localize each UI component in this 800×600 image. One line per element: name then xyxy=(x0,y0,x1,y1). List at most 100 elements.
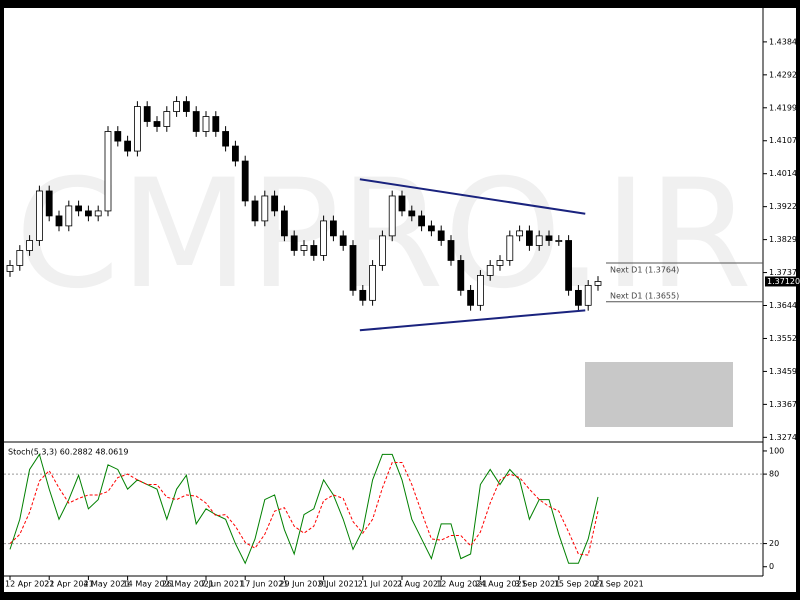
y-tick-label: 1.36445 xyxy=(769,301,800,310)
candle-body xyxy=(516,230,523,237)
y-tick-label: 1.34595 xyxy=(769,367,800,376)
level-label: Next D1 (1.3655) xyxy=(610,291,679,300)
x-tick-label: 22 Apr 2021 xyxy=(44,580,93,589)
candle-body xyxy=(222,131,230,147)
stoch-line xyxy=(9,462,599,556)
candle-body xyxy=(349,245,357,291)
trendline xyxy=(359,178,586,215)
candle-body xyxy=(16,250,24,266)
x-tick-label: 12 Apr 2021 xyxy=(5,580,54,589)
candle-body xyxy=(339,235,347,246)
candle-body xyxy=(427,225,435,232)
candle-body xyxy=(584,284,592,306)
x-tick-label: 4 May 2021 xyxy=(83,580,130,589)
candle-body xyxy=(535,235,543,246)
candle-body xyxy=(320,220,328,256)
y-tick-label: 1.33670 xyxy=(769,400,800,409)
candle-body xyxy=(133,106,141,152)
stoch-line xyxy=(9,453,599,565)
candle-body xyxy=(75,205,82,212)
x-tick-label: 7 Jun 2021 xyxy=(201,580,244,589)
x-tick-label: 3 Sep 2021 xyxy=(515,580,561,589)
candle-body xyxy=(565,240,572,291)
candle-body xyxy=(55,215,63,227)
candle-body xyxy=(437,230,445,241)
y-tick-label: 1.35520 xyxy=(769,334,800,343)
x-tick-label: 9 Jul 2021 xyxy=(319,580,359,589)
y-tick-label: 1.41070 xyxy=(769,136,800,145)
x-tick-label: 21 Jul 2021 xyxy=(358,580,403,589)
candle-body xyxy=(467,289,475,306)
y-tick-label: 20 xyxy=(769,539,779,548)
y-tick-label: 0 xyxy=(769,562,774,571)
candle-body xyxy=(26,240,34,251)
x-tick-label: 14 May 2021 xyxy=(123,580,175,589)
candle-body xyxy=(114,131,122,142)
candle-body xyxy=(143,106,151,122)
candle-body xyxy=(398,195,406,212)
candle-body xyxy=(388,195,396,237)
candle-body xyxy=(65,205,73,227)
candle-body xyxy=(300,245,308,251)
candle-body xyxy=(261,195,269,222)
y-tick-label: 80 xyxy=(769,470,779,479)
candle-body xyxy=(408,210,416,217)
candle-body xyxy=(124,140,131,152)
indicator-title: Stoch(5,3,3) 60.2882 48.0619 xyxy=(8,448,128,457)
level-label: Next D1 (1.3764) xyxy=(610,265,679,274)
candle-body xyxy=(173,101,181,112)
candle-body xyxy=(575,289,582,306)
candle-body xyxy=(192,111,200,132)
candle-body xyxy=(212,116,220,132)
candle-body xyxy=(457,260,465,291)
candle-body xyxy=(163,111,171,127)
candle-body xyxy=(104,131,112,212)
y-tick-label: 1.39220 xyxy=(769,202,800,211)
x-tick-label: 29 Jun 2021 xyxy=(279,580,327,589)
x-tick-label: 27 Sep 2021 xyxy=(593,580,644,589)
last-price-label: 1.37120 xyxy=(767,277,800,286)
candle-body xyxy=(555,240,563,242)
background xyxy=(4,8,796,592)
y-tick-label: 1.41995 xyxy=(769,103,800,112)
y-tick-label: 1.38295 xyxy=(769,235,800,244)
candle-body xyxy=(526,230,533,246)
candle-body xyxy=(418,215,426,227)
watermark: CMPRO.IR xyxy=(15,148,752,322)
candle-body xyxy=(594,281,602,286)
y-tick-label: 100 xyxy=(769,446,784,455)
candle-body xyxy=(45,190,53,217)
x-tick-label: 24 Aug 2021 xyxy=(475,580,526,589)
candle-body xyxy=(447,240,455,261)
shaded-box xyxy=(585,362,733,427)
candle-body xyxy=(359,289,367,301)
x-tick-label: 2 Aug 2021 xyxy=(397,580,443,589)
candle-body xyxy=(486,265,494,276)
candle-body xyxy=(251,200,259,222)
y-tick-label: 1.42920 xyxy=(769,70,800,79)
candle-body xyxy=(182,101,190,112)
x-tick-label: 15 Sep 2021 xyxy=(554,580,605,589)
candle-body xyxy=(496,260,504,266)
candle-body xyxy=(310,245,318,256)
candle-body xyxy=(271,195,279,212)
candle-body xyxy=(241,160,249,202)
candle-body xyxy=(153,121,161,127)
candle-body xyxy=(378,235,386,266)
y-tick-label: 1.32745 xyxy=(769,433,800,442)
y-tick-label: 1.40145 xyxy=(769,169,800,178)
trendline xyxy=(359,309,586,332)
candle-body xyxy=(231,145,239,162)
last-price-box xyxy=(765,276,797,287)
y-tick-label: 1.43845 xyxy=(769,37,800,46)
candle-body xyxy=(545,235,553,241)
y-tick-label: 1.37370 xyxy=(769,268,800,277)
candle-body xyxy=(369,265,377,301)
x-tick-label: 12 Aug 2021 xyxy=(436,580,487,589)
candle-body xyxy=(36,190,43,241)
x-tick-label: 17 Jun 2021 xyxy=(240,580,288,589)
candle-body xyxy=(6,265,14,272)
x-tick-label: 26 May 2021 xyxy=(162,580,214,589)
candle-body xyxy=(202,116,210,132)
